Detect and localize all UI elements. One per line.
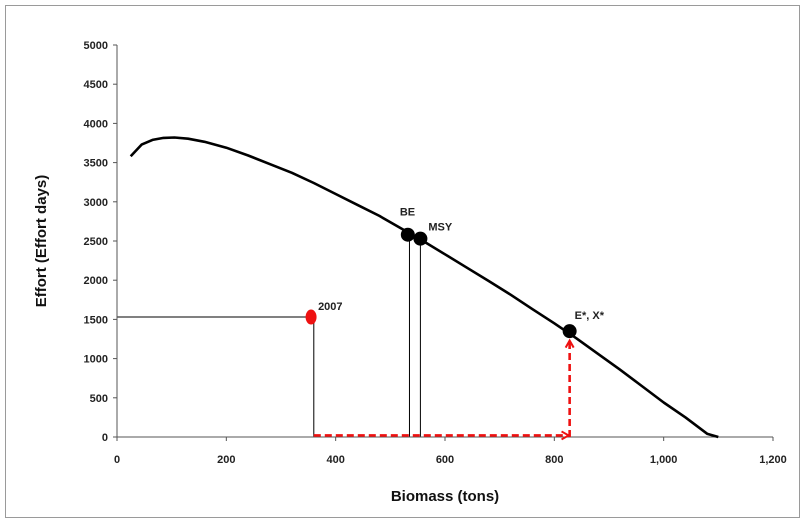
x-tick-label: 600 bbox=[436, 454, 454, 466]
x-tick-label: 0 bbox=[114, 454, 120, 466]
x-axis-title: Biomass (tons) bbox=[391, 488, 499, 505]
y-tick-label: 3000 bbox=[84, 197, 108, 209]
y-tick-label: 3500 bbox=[84, 158, 108, 170]
reference-lines bbox=[117, 234, 421, 437]
x-tick-label: 800 bbox=[545, 454, 563, 466]
y-tick-label: 5000 bbox=[84, 40, 108, 52]
x-tick-label: 1,200 bbox=[759, 454, 787, 466]
y-tick-label: 500 bbox=[90, 393, 108, 405]
x-tick-label: 1,000 bbox=[650, 454, 678, 466]
y-axis-title: Effort (Effort days) bbox=[33, 175, 50, 308]
y-tick-label: 2000 bbox=[84, 275, 108, 287]
y-tick-label: 1000 bbox=[84, 354, 108, 366]
point-label: BE bbox=[400, 207, 415, 219]
y-tick-label: 2500 bbox=[84, 236, 108, 248]
y-tick-label: 0 bbox=[102, 432, 108, 444]
y-tick-label: 4500 bbox=[84, 79, 108, 91]
point-label: MSY bbox=[428, 222, 453, 234]
series bbox=[129, 136, 719, 439]
labels: 2007 BE MSY E*, X* bbox=[318, 207, 605, 322]
chart-frame bbox=[5, 5, 800, 518]
axes: 0500100015002000250030003500400045005000… bbox=[33, 40, 787, 505]
y-tick-label: 1500 bbox=[84, 314, 108, 326]
point-marker-2 bbox=[413, 231, 428, 246]
y-tick-label: 4000 bbox=[84, 118, 108, 130]
point-marker-1 bbox=[400, 227, 415, 242]
effort-curve bbox=[129, 136, 719, 439]
point-label: E*, X* bbox=[575, 310, 605, 322]
arrows bbox=[313, 341, 570, 437]
point-label: 2007 bbox=[318, 301, 342, 313]
x-tick-label: 200 bbox=[217, 454, 235, 466]
point-marker-3 bbox=[562, 324, 577, 339]
point-marker-0 bbox=[305, 309, 317, 325]
points bbox=[305, 227, 577, 339]
x-tick-label: 400 bbox=[326, 454, 344, 466]
